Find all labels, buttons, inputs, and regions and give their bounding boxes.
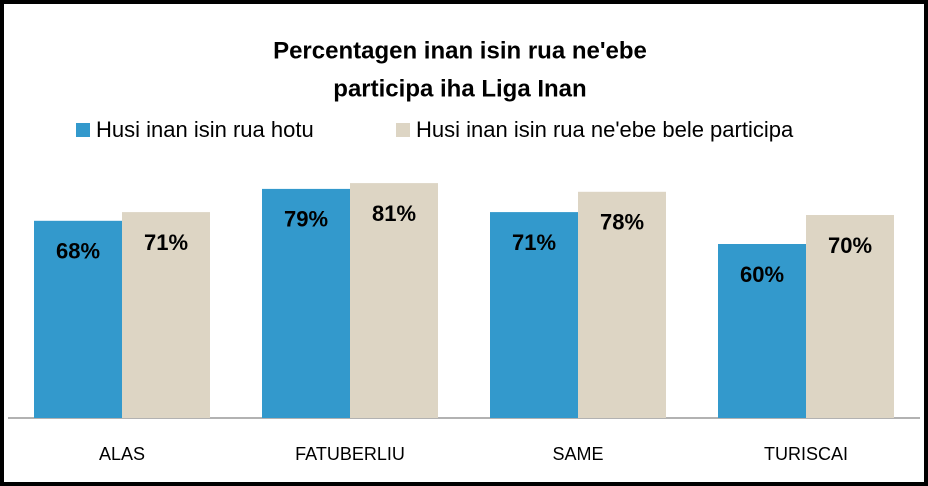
legend-swatch	[76, 123, 90, 137]
bar	[806, 215, 894, 418]
bar	[578, 191, 666, 418]
bar	[34, 220, 122, 418]
bar	[350, 183, 438, 418]
chart-title: Percentagen inan isin rua ne'ebe	[273, 37, 647, 64]
data-label: 70%	[828, 233, 872, 258]
bar	[718, 244, 806, 418]
data-label: 71%	[512, 230, 556, 255]
chart-title: participa iha Liga Inan	[333, 75, 586, 102]
legend-label: Husi inan isin rua hotu	[96, 117, 314, 142]
x-tick-label: TURISCAI	[764, 444, 848, 464]
x-tick-label: FATUBERLIU	[295, 444, 405, 464]
data-label: 60%	[740, 262, 784, 287]
data-label: 78%	[600, 210, 644, 235]
data-label: 79%	[284, 207, 328, 232]
bar	[122, 212, 210, 418]
x-tick-label: SAME	[552, 444, 603, 464]
data-label: 71%	[144, 230, 188, 255]
data-label: 81%	[372, 201, 416, 226]
bar	[490, 212, 578, 418]
data-label: 68%	[56, 239, 100, 264]
x-tick-label: ALAS	[99, 444, 145, 464]
bar	[262, 188, 350, 418]
legend-swatch	[396, 123, 410, 137]
legend-label: Husi inan isin rua ne'ebe bele participa	[416, 117, 794, 142]
